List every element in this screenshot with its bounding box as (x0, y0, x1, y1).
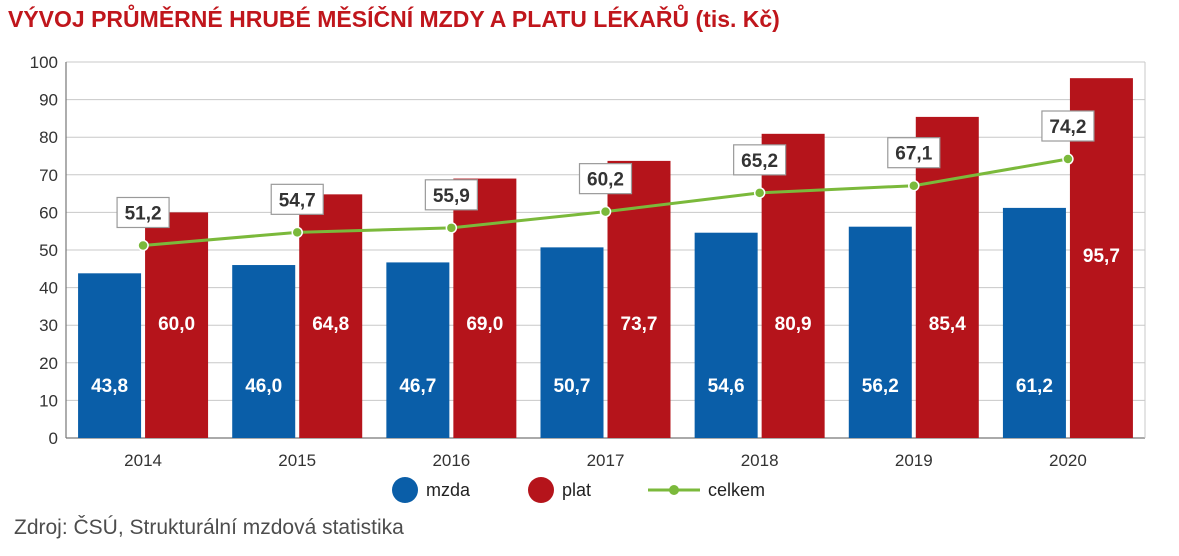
bar-plat (761, 133, 825, 439)
bar-mzda-label: 43,8 (91, 376, 128, 397)
bar-plat (607, 160, 671, 438)
y-tick-label: 50 (39, 241, 58, 260)
y-tick-label: 0 (49, 429, 58, 448)
celkem-label-box (116, 196, 170, 229)
y-tick-label: 20 (39, 354, 58, 373)
y-axis-ticks: 0 10 20 30 40 50 60 70 80 90 100 (30, 53, 58, 448)
x-tick-label: 2019 (895, 451, 933, 470)
x-tick-label: 2017 (587, 451, 625, 470)
legend-celkem-marker (669, 485, 679, 495)
bar-plat-label: 95,7 (1083, 246, 1120, 267)
bar-mzda (78, 273, 142, 438)
celkem-point (137, 239, 149, 252)
legend-mzda-swatch (392, 477, 418, 503)
celkem-label: 74,2 (1049, 117, 1086, 138)
x-tick-label: 2015 (278, 451, 316, 470)
bar-mzda (386, 262, 450, 438)
bar-mzda-label: 46,0 (245, 376, 282, 397)
celkem-point (599, 205, 612, 218)
x-tick-label: 2016 (432, 451, 470, 470)
legend-celkem-label: celkem (708, 480, 765, 500)
bar-plat-label: 69,0 (466, 314, 503, 335)
legend-plat-swatch (528, 477, 554, 503)
x-tick-label: 2020 (1049, 451, 1087, 470)
celkem-label: 60,2 (587, 170, 624, 191)
bar-plat (453, 178, 517, 438)
celkem-label: 67,1 (895, 144, 932, 165)
celkem-label: 55,9 (433, 186, 470, 207)
y-tick-label: 30 (39, 316, 58, 335)
celkem-point (908, 179, 920, 192)
bar-plat (145, 212, 209, 438)
bar-plat-label: 80,9 (775, 314, 812, 335)
celkem-point (445, 222, 458, 234)
bar-plat (915, 116, 979, 438)
source-note: Zdroj: ČSÚ, Strukturální mzdová statisti… (14, 516, 404, 539)
y-tick-label: 100 (30, 53, 58, 72)
x-axis-ticks: 2014 2015 2016 2017 2018 2019 2020 (124, 451, 1087, 470)
x-tick-label: 2018 (741, 451, 779, 470)
bar-mzda (694, 232, 758, 438)
chart-title: VÝVOJ PRŮMĚRNÉ HRUBÉ MĚSÍČNÍ MZDY A PLAT… (8, 6, 780, 32)
bar-mzda-label: 61,2 (1016, 376, 1053, 397)
y-tick-label: 40 (39, 279, 58, 298)
celkem-point (753, 187, 766, 199)
bars: 43,8 60,0 46,0 64,8 46,7 69,0 50,7 73,7 54,6 80,9… (78, 78, 1133, 439)
bar-plat-label: 64,8 (312, 314, 349, 335)
celkem-point (291, 226, 303, 239)
legend-mzda-label: mzda (426, 480, 471, 500)
bar-mzda-label: 54,6 (708, 376, 745, 397)
celkem-label: 54,7 (279, 190, 316, 211)
bar-mzda (848, 226, 912, 438)
bar-mzda (232, 265, 296, 438)
y-tick-label: 10 (39, 391, 58, 410)
bar-mzda-label: 46,7 (399, 376, 436, 397)
bar-plat-label: 60,0 (158, 314, 195, 335)
y-tick-label: 80 (39, 128, 58, 147)
celkem-label: 65,2 (741, 151, 778, 172)
celkem-label-box (887, 137, 941, 169)
bar-mzda (540, 247, 604, 438)
legend: mzda plat celkem (392, 477, 765, 503)
celkem-line: 51,2 54,7 55,9 60,2 65,2 67,1 74,2 (116, 110, 1095, 252)
celkem-label-box (1041, 110, 1095, 142)
bar-mzda-label: 50,7 (554, 376, 591, 397)
y-tick-label: 60 (39, 203, 58, 222)
gridlines (65, 61, 1146, 439)
celkem-label-box (424, 179, 478, 211)
bar-mzda-label: 56,2 (862, 376, 899, 397)
y-tick-label: 90 (39, 91, 58, 110)
celkem-label-box (270, 183, 324, 215)
bar-plat-label: 85,4 (929, 314, 966, 335)
y-tick-label: 70 (39, 166, 58, 185)
bar-mzda (1002, 207, 1066, 438)
celkem-point (1062, 153, 1074, 165)
x-tick-label: 2014 (124, 451, 162, 470)
celkem-label-box (578, 163, 633, 195)
bar-plat (299, 194, 363, 438)
celkem-label: 51,2 (125, 203, 162, 224)
celkem-label-box (733, 144, 787, 176)
bar-plat-label: 73,7 (621, 314, 658, 335)
legend-plat-label: plat (562, 480, 591, 500)
